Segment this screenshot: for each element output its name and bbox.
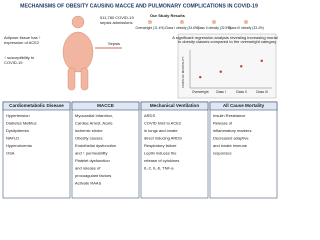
susceptibility-text: ↑ susceptibility to — [4, 55, 35, 60]
x-tick-label: Class II — [236, 90, 247, 94]
admissions-text: 511,780 COVID-19 — [100, 15, 134, 20]
sepsis-label: Sepsis — [108, 41, 120, 46]
group-icon — [148, 20, 152, 24]
title: MECHANISMS OF OBESITY CAUSING MACCE AND … — [20, 3, 258, 9]
panel — [71, 101, 140, 199]
panel-line: Obesity causes: — [75, 136, 103, 141]
panel-line: Hypertension — [6, 113, 30, 118]
panel-header — [209, 101, 278, 111]
panel-line: Decreased adaptive — [213, 136, 249, 141]
panel-line: ARDS — [144, 113, 155, 118]
group-label: Class I obesity (34.6%) — [165, 26, 199, 30]
group-icon — [212, 20, 216, 24]
panel-line: direct inducing ARDS — [144, 136, 182, 141]
panel-title: MACCE — [97, 103, 114, 108]
panel-line: Respiratory failure — [144, 143, 177, 148]
panel — [140, 101, 209, 199]
x-tick-label: Class III — [256, 90, 268, 94]
susceptibility-text: COVID-19 — [4, 60, 23, 65]
panel-title: Mechanical Ventilation — [150, 103, 199, 108]
panel-title: Cardiometabolic Disease — [9, 103, 64, 108]
panel-header — [2, 101, 71, 111]
panel-line: Hyperuricemia — [6, 143, 33, 148]
panel-line: Dyslipidemia — [6, 128, 29, 133]
chart-frame — [177, 33, 277, 99]
chart-title: A significant regression analysis reveal… — [172, 35, 278, 40]
panel-line: inflammatory markers — [213, 128, 251, 133]
panel-line: Endothelial dysfunction — [75, 143, 116, 148]
panel-line: OSA — [6, 151, 15, 156]
panel-title: All Cause Mortality — [223, 103, 265, 108]
panel-line: Cardiac Arrest, Acute — [75, 121, 113, 126]
panel-line: ischemic stroke — [75, 128, 103, 133]
panel-line: Platelet dysfunction — [75, 158, 110, 163]
group-icon — [244, 20, 248, 24]
admissions-text: sepsis admissions — [100, 20, 132, 25]
panel-line: Activate RAAS — [75, 181, 102, 186]
x-tick-label: Class I — [216, 90, 226, 94]
panel-line: IL-2, IL-6, TNF-a — [144, 166, 174, 171]
panel-line: Myocardial Infarction, — [75, 113, 113, 118]
panel-line: procoagulant factors — [75, 173, 111, 178]
body-figure — [62, 15, 94, 91]
chart-title: to obesity classes compared to the overw… — [178, 39, 277, 44]
group-label: Overweight (11.4%) — [136, 26, 165, 30]
point — [199, 75, 202, 79]
adipose-text: Adipose tissue has ↑ — [4, 35, 41, 40]
point — [240, 65, 243, 68]
panel-line: release of cytokines — [144, 158, 179, 163]
panel-line: NAFLD — [6, 136, 19, 141]
panel-line: and release of — [75, 166, 101, 171]
group-label: Class II obesity (32.5%) — [197, 26, 232, 30]
y-axis-label: ODDS OF MORTALITY — [181, 56, 185, 87]
group-icon — [180, 20, 184, 24]
group-label: Class III obesity (33.4%) — [228, 26, 264, 30]
panel-line: and innate immune — [213, 143, 248, 148]
panel — [209, 101, 278, 199]
panel-header — [140, 101, 209, 111]
panel-line: in lungs and innate — [144, 128, 178, 133]
study-results: Our Study Results — [150, 13, 186, 18]
panel-line: Insulin Resistance — [213, 113, 246, 118]
point — [260, 59, 263, 63]
panel-line: responses — [213, 151, 231, 156]
panel-line: COVID bind to ACE2 — [144, 121, 182, 126]
panel-line: Release of — [213, 121, 233, 126]
adipose-text: expression of ACE2 — [4, 40, 40, 45]
panel — [2, 101, 71, 199]
point — [219, 70, 222, 73]
x-tick-label: Overweight — [192, 90, 209, 94]
panel-line: Diabetes Mellitus — [6, 121, 36, 126]
panel-header — [71, 101, 140, 111]
panel-line: Leptin induces the — [144, 151, 177, 156]
infographic: MECHANISMS OF OBESITY CAUSING MACCE AND … — [2, 3, 278, 199]
panel-line: and ↑ permeability — [75, 151, 107, 156]
